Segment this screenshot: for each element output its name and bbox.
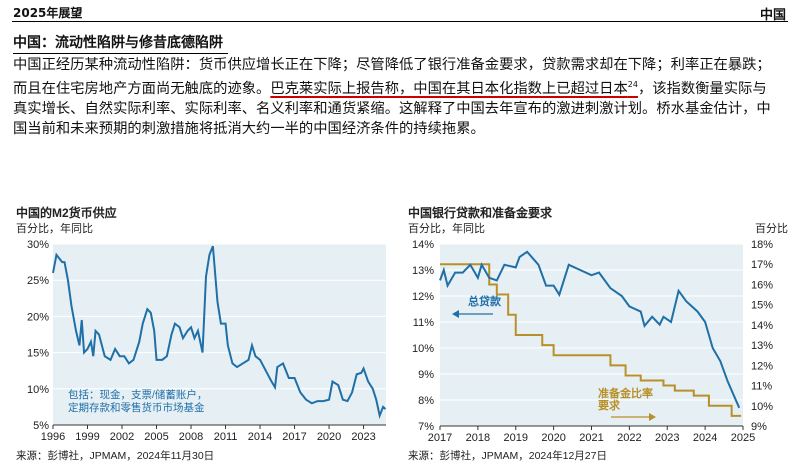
x-tick-label: 2017 <box>282 431 306 443</box>
y-tick-label: 10% <box>27 384 49 396</box>
x-tick-label: 2022 <box>617 432 641 444</box>
x-tick-label: 2011 <box>214 431 238 443</box>
y2-tick-label: 13% <box>751 340 773 352</box>
report-title: 2025年展望 <box>13 6 83 20</box>
rrr-legend-label: 准备金比率 <box>598 386 653 400</box>
x-tick-label: 2025 <box>731 432 755 444</box>
y-axis-label: 百分比，年同比 <box>16 221 93 235</box>
y2-tick-label: 15% <box>751 300 773 312</box>
x-tick-label: 1996 <box>41 431 65 443</box>
y2-tick-label: 18% <box>751 239 773 251</box>
header-divider <box>12 21 788 22</box>
body-paragraph: 中国正经历某种流动性陷阱：货币供应增长正在下降；尽管降低了银行准备金要求，贷款需… <box>13 55 773 139</box>
footnote-ref[interactable]: 24 <box>627 80 638 89</box>
chart-source: 来源：彭博社，JPMAM，2024年12月27日 <box>408 449 607 462</box>
y-tick-label: 7% <box>418 421 434 433</box>
x-tick-label: 2018 <box>466 432 490 444</box>
y2-tick-label: 9% <box>751 421 767 433</box>
x-tick-label: 1999 <box>75 431 99 443</box>
y2-tick-label: 17% <box>751 259 773 271</box>
x-tick-label: 2020 <box>541 432 565 444</box>
chart-title: 中国的M2货币供应 <box>16 205 117 220</box>
y-tick-label: 11% <box>413 317 434 329</box>
x-tick-label: 2023 <box>655 432 679 444</box>
x-tick-label: 2002 <box>110 431 134 443</box>
y2-axis-label: 百分比 <box>755 222 788 235</box>
x-tick-label: 2017 <box>428 432 452 444</box>
y2-tick-label: 16% <box>751 279 773 291</box>
highlighted-text: 巴克莱实际上报告称，中国在其日本化指数上已超过日本24 <box>270 80 638 97</box>
x-tick-label: 2020 <box>317 431 341 443</box>
y-tick-label: 10% <box>412 343 434 355</box>
y2-tick-label: 12% <box>751 360 773 372</box>
x-tick-label: 2019 <box>504 432 528 444</box>
right-arrowhead-icon <box>649 413 656 421</box>
rrr-legend-label: 要求 <box>598 398 621 412</box>
x-tick-label: 2005 <box>144 431 168 443</box>
body-text-2: ，该指数衡量实际与真实增长、自然实际利率、实际利率、名义利率和通货紧缩。这解释了… <box>13 80 771 137</box>
y-tick-label: 25% <box>27 275 49 287</box>
y-axis-label: 百分比，年同比 <box>408 221 485 235</box>
rrr-series-line <box>440 263 742 417</box>
y-tick-label: 9% <box>418 369 434 381</box>
y-tick-label: 20% <box>27 311 49 323</box>
x-tick-label: 2014 <box>248 431 272 443</box>
chart-title: 中国银行贷款和准备金要求 <box>408 205 553 220</box>
y-tick-label: 15% <box>27 348 49 360</box>
left-arrowhead-icon <box>452 310 459 318</box>
y-tick-label: 12% <box>412 291 434 303</box>
y2-tick-label: 11% <box>751 381 772 393</box>
chart-annotation: 定期存款和零售货币市场基金 <box>68 401 205 414</box>
y-tick-label: 5% <box>33 420 49 432</box>
chart-annotation: 包括：现金，支票/储蓄账户， <box>68 388 207 401</box>
x-tick-label: 2021 <box>579 432 603 444</box>
chart-source: 来源：彭博社，JPMAM，2024年11月30日 <box>16 449 214 462</box>
section-title: 中国：流动性陷阱与修昔底德陷阱 <box>13 32 228 54</box>
x-tick-label: 2008 <box>179 431 203 443</box>
region-label: 中国 <box>759 8 786 23</box>
x-tick-label: 2023 <box>351 431 375 443</box>
y2-tick-label: 10% <box>751 401 773 413</box>
x-tick-label: 2024 <box>693 432 717 444</box>
y-tick-label: 30% <box>27 239 49 251</box>
m2-series-line <box>52 245 387 420</box>
y2-tick-label: 14% <box>751 320 773 332</box>
y-tick-label: 14% <box>412 239 434 251</box>
highlight-text: 巴克莱实际上报告称，中国在其日本化指数上已超过日本 <box>270 80 628 97</box>
y-tick-label: 13% <box>412 265 434 277</box>
y-tick-label: 8% <box>418 395 434 407</box>
loans-legend-label: 总贷款 <box>468 294 502 308</box>
loans-series-line <box>439 250 741 409</box>
body-text-1: 中国正经历某种流动性陷阱：货币供应增长正在下降；尽管降低了银行准备金要求，贷款需… <box>13 57 771 97</box>
